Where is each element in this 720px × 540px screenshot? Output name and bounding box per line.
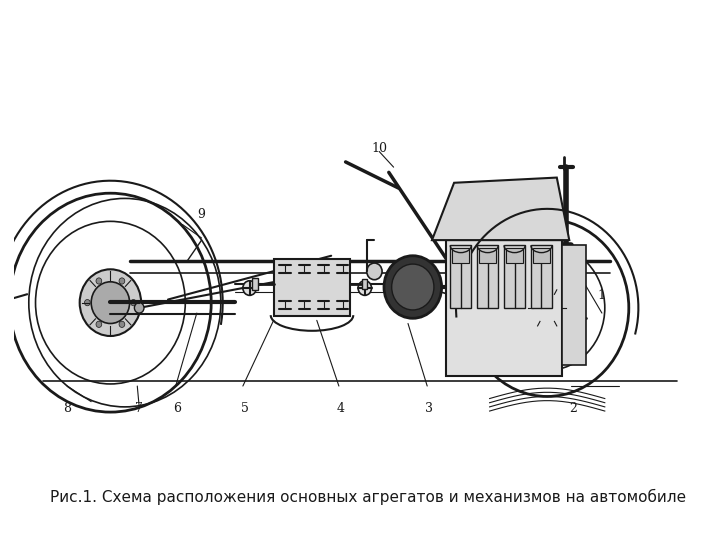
Circle shape <box>535 294 559 321</box>
Bar <box>531 245 552 308</box>
Circle shape <box>297 272 307 282</box>
Polygon shape <box>432 178 570 240</box>
Bar <box>450 245 472 308</box>
Circle shape <box>320 281 333 295</box>
Circle shape <box>358 281 372 295</box>
Circle shape <box>366 263 382 280</box>
Text: 3: 3 <box>425 402 433 415</box>
Bar <box>504 245 525 308</box>
Bar <box>562 245 585 365</box>
Bar <box>274 259 351 316</box>
Text: 9: 9 <box>198 207 205 220</box>
Circle shape <box>392 264 434 310</box>
Bar <box>253 278 258 290</box>
Circle shape <box>384 256 441 318</box>
Text: 1: 1 <box>598 289 606 302</box>
Circle shape <box>84 300 90 306</box>
Circle shape <box>282 281 294 295</box>
Bar <box>452 248 469 263</box>
Circle shape <box>96 278 102 284</box>
Bar <box>506 248 523 263</box>
Text: 8: 8 <box>63 402 71 415</box>
Text: 2: 2 <box>570 402 577 415</box>
Circle shape <box>119 278 125 284</box>
Circle shape <box>119 321 125 327</box>
Bar <box>362 279 366 289</box>
Text: 5: 5 <box>241 402 248 415</box>
Text: Рис.1. Схема расположения основных агрегатов и механизмов на автомобиле: Рис.1. Схема расположения основных агрег… <box>50 489 687 505</box>
Circle shape <box>135 302 144 313</box>
Bar <box>533 248 550 263</box>
Bar <box>479 248 496 263</box>
Bar <box>446 240 562 376</box>
Circle shape <box>130 300 136 306</box>
Bar <box>477 245 498 308</box>
Circle shape <box>96 321 102 327</box>
Circle shape <box>243 281 256 295</box>
Circle shape <box>526 285 568 331</box>
Text: 7: 7 <box>135 402 143 415</box>
Circle shape <box>80 269 141 336</box>
Text: 10: 10 <box>372 142 387 155</box>
Text: 6: 6 <box>174 402 181 415</box>
Text: 4: 4 <box>337 402 345 415</box>
Circle shape <box>91 282 130 323</box>
